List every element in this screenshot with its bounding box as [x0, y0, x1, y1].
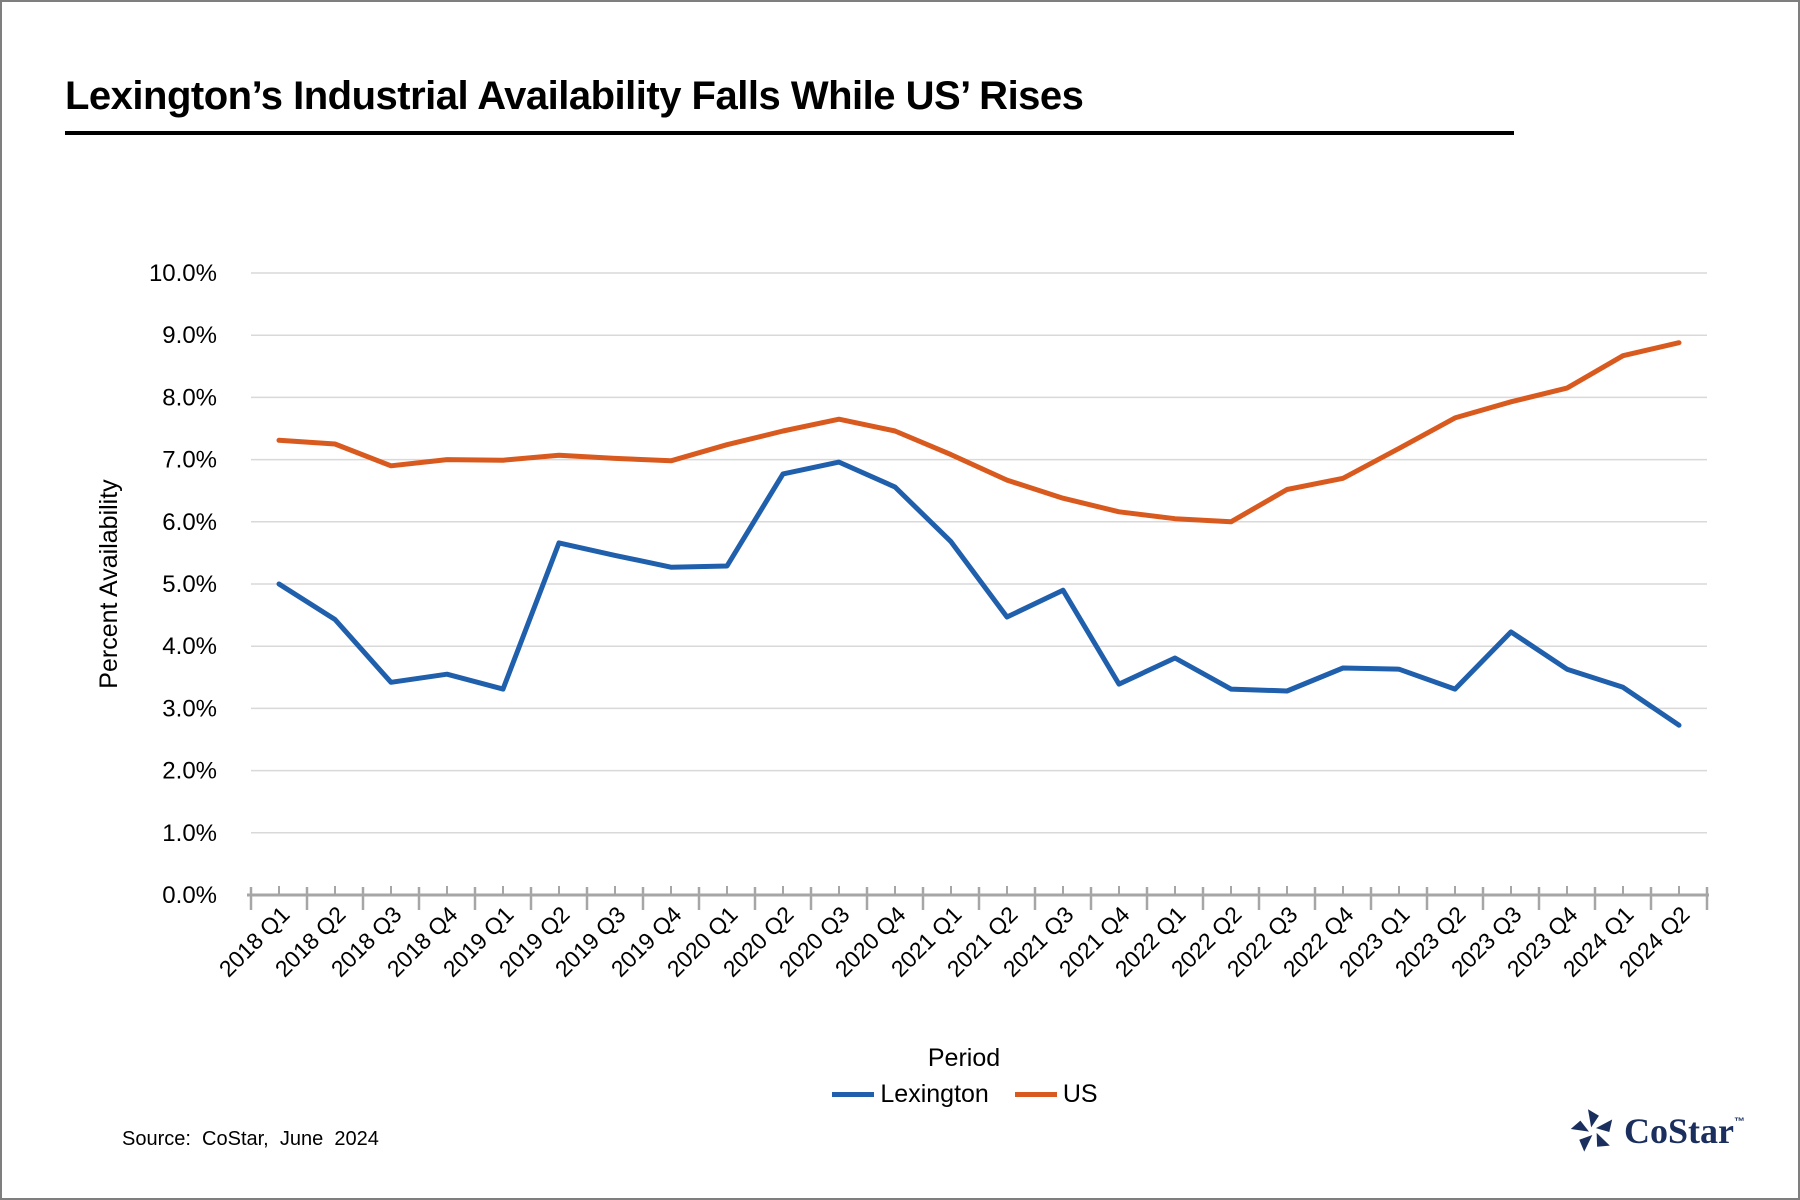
svg-text:5.0%: 5.0%: [162, 571, 217, 598]
legend-label-us: US: [1062, 1080, 1098, 1108]
svg-text:4.0%: 4.0%: [162, 633, 217, 660]
costar-pinwheel-icon: [1570, 1109, 1613, 1152]
source-note: Source: CoStar, June 2024: [122, 1128, 379, 1150]
lexington-line-swatch-icon: [832, 1092, 875, 1097]
svg-text:8.0%: 8.0%: [162, 384, 217, 411]
costar-logo: CoStar™: [1570, 1108, 1745, 1154]
us-line-swatch-icon: [1014, 1092, 1057, 1097]
svg-text:0.0%: 0.0%: [162, 882, 217, 909]
svg-text:7.0%: 7.0%: [162, 447, 217, 474]
chart-legend: Lexington US: [635, 1080, 1295, 1109]
svg-text:9.0%: 9.0%: [162, 322, 217, 349]
page-title: Lexington’s Industrial Availability Fall…: [65, 74, 1084, 118]
svg-text:10.0%: 10.0%: [149, 260, 217, 287]
svg-text:2.0%: 2.0%: [162, 758, 217, 785]
svg-text:6.0%: 6.0%: [162, 509, 217, 536]
title-underline: Lexington’s Industrial Availability Fall…: [65, 74, 1514, 135]
svg-text:1.0%: 1.0%: [162, 820, 217, 847]
legend-label-lexington: Lexington: [880, 1080, 989, 1108]
costar-logo-text: CoStar™: [1624, 1111, 1745, 1151]
legend-item-us: US: [1014, 1080, 1098, 1109]
svg-text:3.0%: 3.0%: [162, 695, 217, 722]
trademark-symbol: ™: [1734, 1116, 1745, 1128]
x-axis-title: Period: [927, 1044, 1001, 1072]
legend-item-lexington: Lexington: [832, 1080, 989, 1109]
